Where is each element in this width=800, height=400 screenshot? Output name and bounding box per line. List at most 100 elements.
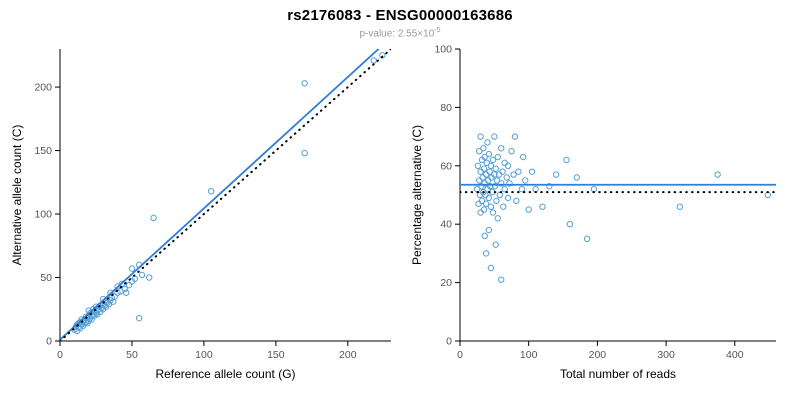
data-point <box>487 265 495 272</box>
data-point <box>479 174 486 182</box>
data-point <box>301 150 308 157</box>
pvalue-base: p-value: 2.55×10 <box>359 28 435 40</box>
data-point <box>501 186 508 193</box>
svg-text:100: 100 <box>34 209 52 221</box>
data-point <box>498 276 505 284</box>
y-axis-label: Alternative allele count (C) <box>10 125 24 266</box>
data-point <box>552 171 560 179</box>
data-point <box>480 165 488 173</box>
x-axis-label: Reference allele count (G) <box>155 367 295 381</box>
data-point <box>480 145 487 152</box>
data-point <box>493 177 501 184</box>
lines-group <box>460 184 776 194</box>
data-point <box>520 154 527 161</box>
data-point <box>492 165 499 173</box>
data-point <box>475 200 482 208</box>
data-point <box>484 139 491 146</box>
svg-text:200: 200 <box>34 82 52 94</box>
data-point <box>513 197 520 205</box>
data-point <box>476 148 483 155</box>
data-point <box>150 214 157 222</box>
data-point <box>528 168 536 176</box>
data-point <box>496 192 504 199</box>
data-point <box>583 235 591 243</box>
data-point <box>135 315 143 322</box>
data-point <box>480 206 488 214</box>
data-point <box>498 180 505 187</box>
data-point <box>125 282 133 289</box>
data-point <box>476 177 483 184</box>
data-point <box>481 154 488 161</box>
data-point <box>510 171 517 179</box>
lines-group <box>60 49 391 342</box>
svg-text:100: 100 <box>195 349 213 361</box>
data-point <box>491 171 498 179</box>
data-point <box>484 177 492 184</box>
data-point <box>714 171 721 179</box>
identity-line <box>60 49 391 342</box>
data-point <box>486 168 493 176</box>
data-point <box>482 200 490 208</box>
data-point <box>482 171 490 179</box>
data-point <box>483 160 490 167</box>
scatter-allele-counts: 0 50 100 150 200 0 50 100 150 200 Reference allele… <box>10 49 391 381</box>
data-point <box>487 162 495 170</box>
svg-text:50: 50 <box>126 349 138 361</box>
data-point <box>508 148 515 155</box>
data-point <box>485 151 493 158</box>
data-point <box>525 206 532 214</box>
svg-text:50: 50 <box>40 272 52 284</box>
svg-text:200: 200 <box>339 349 357 361</box>
data-point <box>138 272 146 279</box>
data-point <box>506 180 513 187</box>
chart-title: rs2176083 - ENSG00000163686 <box>287 7 513 24</box>
data-point <box>546 183 553 190</box>
data-point <box>511 133 519 141</box>
scatter-percentage-alternative: 0 100 200 300 400 0 20 40 60 80 100 Total number of… <box>410 44 776 381</box>
charts-row: 0 50 100 150 200 0 50 100 150 200 Reference allele… <box>0 39 800 387</box>
svg-text:100: 100 <box>434 44 452 56</box>
data-point <box>301 80 308 87</box>
pvalue-exponent: -5 <box>434 27 441 34</box>
data-point <box>489 209 497 217</box>
x-axis-label: Total number of reads <box>560 367 676 381</box>
data-point <box>146 274 153 282</box>
y-axis-label: Percentage alternative (C) <box>410 125 424 265</box>
svg-text:0: 0 <box>446 336 452 348</box>
svg-text:20: 20 <box>440 277 452 289</box>
data-point <box>477 133 484 141</box>
data-point <box>500 203 507 211</box>
data-point <box>476 192 484 199</box>
data-point <box>474 162 482 170</box>
data-point <box>539 203 546 211</box>
data-point <box>676 203 684 211</box>
svg-text:100: 100 <box>520 349 538 361</box>
data-point <box>121 286 128 293</box>
data-point <box>485 195 493 202</box>
figure-header: rs2176083 - ENSG00000163686 p-value: 2.5… <box>0 0 800 39</box>
svg-text:0: 0 <box>457 349 463 361</box>
data-point <box>494 154 501 161</box>
data-point <box>487 183 494 190</box>
data-point <box>563 157 570 164</box>
svg-text:40: 40 <box>440 219 452 231</box>
data-point <box>590 186 598 193</box>
data-point <box>499 168 506 176</box>
data-point <box>478 197 486 205</box>
data-point <box>494 215 501 222</box>
data-point <box>482 250 490 257</box>
points-group <box>473 133 771 284</box>
data-point <box>492 241 499 249</box>
data-point <box>504 162 512 170</box>
svg-text:300: 300 <box>657 349 675 361</box>
svg-text:80: 80 <box>440 102 452 114</box>
data-point <box>518 186 526 193</box>
chart-subtitle: p-value: 2.55×10-5 <box>0 27 800 39</box>
data-point <box>522 177 529 184</box>
data-point <box>498 145 505 152</box>
points-group <box>71 52 386 335</box>
regression-line <box>60 49 380 341</box>
data-point <box>532 186 539 193</box>
data-point <box>491 183 499 190</box>
